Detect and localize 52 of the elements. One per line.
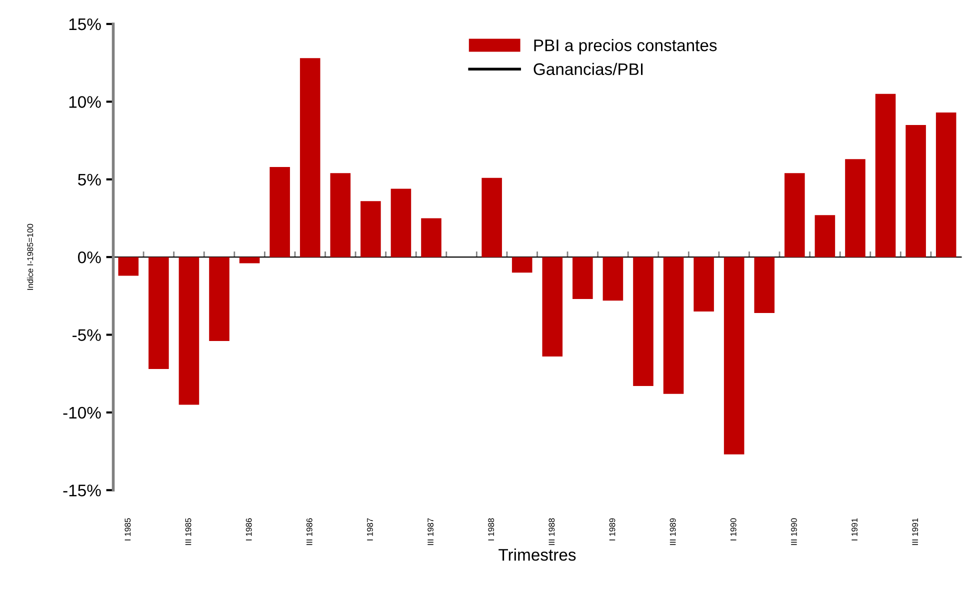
bar (330, 173, 351, 258)
x-tick-label: III 1989 (670, 518, 676, 545)
x-tick-label: III 1987 (428, 518, 434, 545)
x-tick-label: I 1985 (124, 518, 131, 540)
bar (602, 257, 624, 301)
x-tick-label: III 1985 (185, 518, 192, 545)
x-tick-label: I 1989 (609, 518, 616, 540)
bar (118, 257, 139, 276)
bar (845, 159, 866, 258)
bar (239, 257, 260, 264)
bar (300, 58, 320, 258)
x-axis-title: Trimestres (498, 548, 576, 561)
x-tick-label: I 1988 (488, 518, 494, 540)
x-tick-label: I 1986 (246, 518, 252, 540)
x-tick-label: III 1990 (790, 518, 797, 545)
bar (482, 178, 502, 258)
bar (875, 94, 896, 258)
bar (209, 257, 230, 341)
x-tick-label: I 1990 (730, 518, 736, 540)
bar (390, 188, 412, 258)
bar (178, 257, 200, 405)
x-tick-label: I 1987 (367, 518, 373, 540)
bar (542, 257, 563, 357)
bar (270, 166, 290, 258)
y-tick-label: 10% (69, 96, 101, 108)
x-tick-label: III 1986 (306, 518, 312, 545)
y-tick-label: -15% (63, 484, 101, 496)
bar (906, 124, 926, 258)
x-tick-label: I 1991 (852, 518, 858, 540)
bar (936, 112, 956, 258)
y-tick-label: 15% (69, 18, 101, 30)
bar (360, 201, 381, 258)
legend-label: Ganancias/PBI (534, 62, 643, 76)
y-tick-label: -10% (63, 406, 101, 419)
bar (421, 218, 442, 258)
bar (814, 215, 836, 258)
y-tick-label: 0% (78, 251, 101, 264)
x-tick-label: III 1991 (912, 518, 918, 545)
bar (663, 257, 684, 394)
legend-label: PBI a precios constantes (534, 38, 717, 55)
bar (572, 257, 593, 300)
y-tick-label: -5% (72, 329, 101, 341)
bar (784, 173, 805, 258)
x-tick-label: III 1988 (548, 518, 555, 545)
y-axis-title: Indice I-1985=100 (27, 224, 34, 290)
y-tick-label: 5% (78, 174, 101, 186)
bar (512, 257, 532, 273)
bar (754, 257, 775, 314)
bar (633, 257, 654, 386)
bar (148, 257, 169, 369)
bar (724, 257, 744, 454)
bar (694, 257, 714, 312)
